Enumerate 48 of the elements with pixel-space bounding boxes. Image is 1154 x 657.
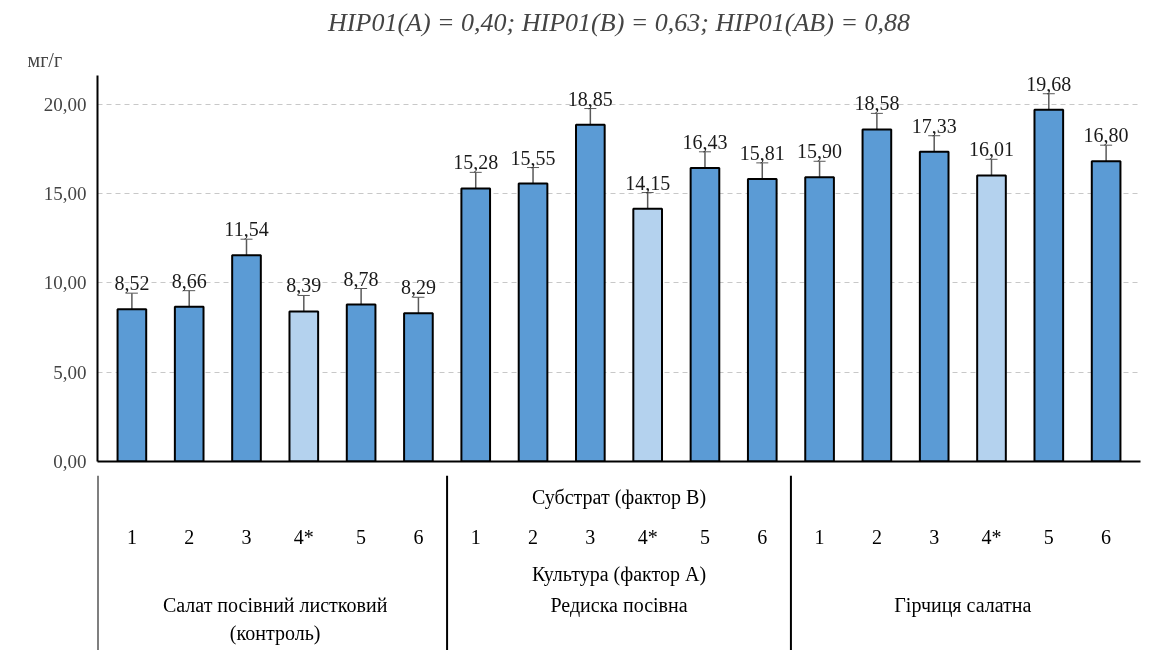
- chart-title: HIP01(A) = 0,40; HIP01(B) = 0,63; HIP01(AB) = 0,88: [327, 7, 910, 37]
- x-tick-label: 2: [184, 525, 195, 548]
- x-tick-label: 5: [699, 525, 710, 548]
- x-tick-label: 1: [126, 525, 137, 548]
- x-tick-label: 5: [356, 525, 367, 548]
- x-tick-label: 2: [871, 525, 882, 548]
- x-tick-label: 3: [585, 525, 596, 548]
- data-label: 8,66: [171, 269, 207, 292]
- x-tick-label: 1: [814, 525, 825, 548]
- data-label: 16,01: [969, 138, 1014, 161]
- data-label: 17,33: [911, 114, 957, 137]
- x-tick-label: 6: [413, 525, 424, 548]
- x-tick-label: 1: [470, 525, 481, 548]
- data-label: 16,43: [682, 130, 728, 153]
- x-tick-label: 4*: [637, 525, 658, 548]
- x-tick-label: 5: [1043, 525, 1054, 548]
- y-tick-label: 5,00: [53, 361, 87, 383]
- x-tick-label: 3: [929, 525, 940, 548]
- data-label: 19,68: [1026, 72, 1072, 95]
- data-label: 18,85: [567, 87, 613, 110]
- y-tick-label: 0,00: [53, 451, 87, 472]
- data-label: 15,28: [453, 151, 499, 174]
- x-tick-label: 4*: [981, 525, 1002, 548]
- data-label: 8,78: [343, 267, 379, 290]
- text: Редиска посівна: [550, 593, 688, 617]
- data-label: 16,80: [1083, 124, 1129, 147]
- data-label: 8,29: [400, 276, 436, 299]
- x-tick-label: 3: [241, 525, 252, 548]
- x-tick-label: 2: [528, 525, 539, 548]
- data-label: 15,81: [739, 141, 785, 164]
- data-label: 11,54: [224, 218, 269, 241]
- x-tick-label: 6: [1101, 525, 1112, 548]
- data-label: 18,58: [854, 92, 900, 115]
- y-tick-label: 20,00: [43, 93, 87, 115]
- y-axis-title: мг/г: [27, 48, 63, 71]
- text: Салат посівний листковий (контроль): [162, 593, 388, 646]
- x-tick-label: 4*: [293, 525, 314, 548]
- data-label: 14,15: [625, 171, 671, 194]
- text: Гірчиця салатна: [894, 593, 1032, 617]
- x-axis-title: Субстрат (фактор В): [531, 486, 707, 510]
- x-tick-label: 6: [757, 525, 768, 548]
- y-tick-label: 15,00: [43, 182, 87, 204]
- text: Культура (фактор А): [531, 562, 707, 586]
- data-label: 15,90: [797, 140, 843, 163]
- data-label: 15,55: [510, 146, 556, 169]
- data-label: 8,52: [114, 272, 150, 295]
- data-label: 8,39: [286, 274, 322, 297]
- y-tick-label: 10,00: [43, 272, 87, 294]
